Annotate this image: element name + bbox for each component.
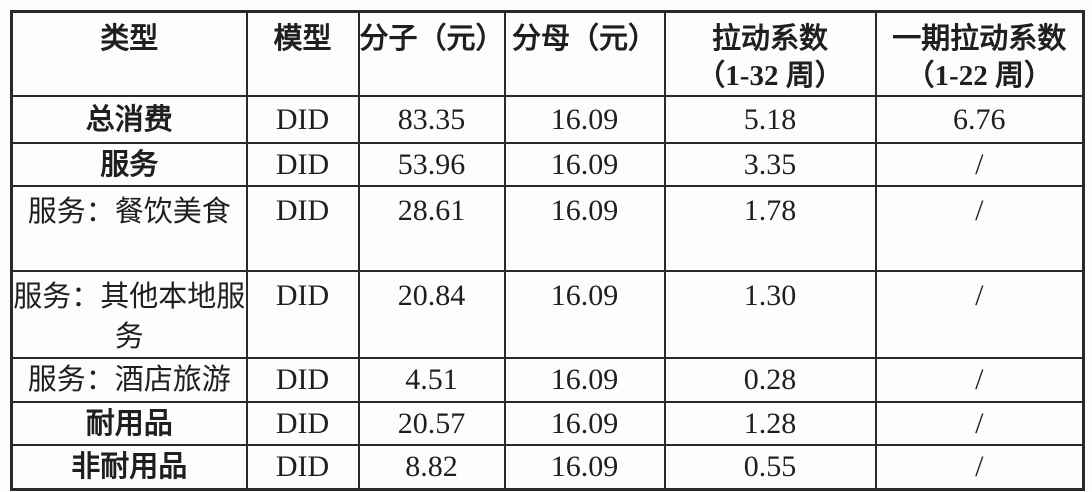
header-phase1-pull-coefficient-period: （1-22 周）	[905, 60, 1053, 92]
cell-denominator: 16.09	[503, 444, 666, 490]
cell-phase1-coefficient: /	[874, 444, 1085, 490]
header-type: 类型	[10, 10, 248, 97]
cell-pull-coefficient: 1.78	[663, 185, 877, 272]
cell-denominator: 16.09	[503, 95, 666, 144]
cell-pull-coefficient: 3.35	[663, 142, 877, 187]
cell-model: DID	[245, 142, 360, 187]
header-row: 类型 模型 分子（元） 分母（元） 拉动系数 （1-32 周）	[10, 10, 1085, 97]
cell-type: 服务：餐饮美食	[10, 185, 248, 272]
header-numerator-label: 分子（元）	[359, 23, 505, 55]
header-pull-coefficient-label: 拉动系数	[711, 23, 828, 55]
cell-model: DID	[245, 357, 360, 403]
table-row-durables: 耐用品 DID 20.57 16.09 1.28 /	[10, 401, 1085, 446]
cell-model: DID	[245, 270, 360, 359]
cell-phase1-coefficient: /	[874, 142, 1085, 187]
pull-coefficient-table: 类型 模型 分子（元） 分母（元） 拉动系数 （1-32 周）	[10, 10, 1085, 491]
table-row-services-other-local: 服务：其他本地服务 DID 20.84 16.09 1.30 /	[10, 270, 1085, 359]
cell-denominator: 16.09	[503, 185, 666, 272]
header-type-label: 类型	[100, 23, 159, 55]
cell-numerator: 4.51	[357, 357, 506, 403]
cell-numerator: 83.35	[357, 95, 506, 144]
header-pull-coefficient-period: （1-32 周）	[696, 60, 844, 92]
cell-model: DID	[245, 444, 360, 490]
cell-denominator: 16.09	[503, 270, 666, 359]
cell-denominator: 16.09	[503, 401, 666, 446]
cell-pull-coefficient: 5.18	[663, 95, 877, 144]
cell-type: 非耐用品	[10, 444, 248, 490]
table-row-services: 服务 DID 53.96 16.09 3.35 /	[10, 142, 1085, 187]
header-numerator: 分子（元）	[357, 10, 506, 97]
header-model-label: 模型	[273, 23, 332, 55]
cell-numerator: 53.96	[357, 142, 506, 187]
cell-pull-coefficient: 1.30	[663, 270, 877, 359]
cell-phase1-coefficient: /	[874, 185, 1085, 272]
header-phase1-pull-coefficient: 一期拉动系数 （1-22 周）	[874, 10, 1085, 97]
cell-phase1-coefficient: /	[874, 270, 1085, 359]
cell-type: 服务：其他本地服务	[10, 270, 248, 359]
cell-model: DID	[245, 401, 360, 446]
table-row-services-hotel-travel: 服务：酒店旅游 DID 4.51 16.09 0.28 /	[10, 357, 1085, 403]
cell-numerator: 28.61	[357, 185, 506, 272]
cell-phase1-coefficient: /	[874, 401, 1085, 446]
cell-numerator: 20.84	[357, 270, 506, 359]
cell-type: 总消费	[10, 95, 248, 144]
table-body: 总消费 DID 83.35 16.09 5.18 6.76 服务 DID 53.…	[10, 95, 1085, 490]
table-header: 类型 模型 分子（元） 分母（元） 拉动系数 （1-32 周）	[10, 10, 1085, 97]
cell-denominator: 16.09	[503, 142, 666, 187]
table-row-non-durables: 非耐用品 DID 8.82 16.09 0.55 /	[10, 444, 1085, 490]
cell-pull-coefficient: 0.55	[663, 444, 877, 490]
cell-type: 服务	[10, 142, 248, 187]
cell-denominator: 16.09	[503, 357, 666, 403]
cell-phase1-coefficient: /	[874, 357, 1085, 403]
cell-phase1-coefficient: 6.76	[874, 95, 1085, 144]
header-model: 模型	[245, 10, 360, 97]
cell-type: 耐用品	[10, 401, 248, 446]
header-denominator: 分母（元）	[503, 10, 666, 97]
cell-numerator: 8.82	[357, 444, 506, 490]
cell-type: 服务：酒店旅游	[10, 357, 248, 403]
cell-pull-coefficient: 0.28	[663, 357, 877, 403]
cell-pull-coefficient: 1.28	[663, 401, 877, 446]
table-row-total-consumption: 总消费 DID 83.35 16.09 5.18 6.76	[10, 95, 1085, 144]
table-row-services-dining: 服务：餐饮美食 DID 28.61 16.09 1.78 /	[10, 185, 1085, 272]
header-phase1-pull-coefficient-label: 一期拉动系数	[892, 23, 1067, 55]
header-denominator-label: 分母（元）	[511, 23, 657, 55]
cell-model: DID	[245, 95, 360, 144]
cell-model: DID	[245, 185, 360, 272]
header-pull-coefficient: 拉动系数 （1-32 周）	[663, 10, 877, 97]
cell-numerator: 20.57	[357, 401, 506, 446]
